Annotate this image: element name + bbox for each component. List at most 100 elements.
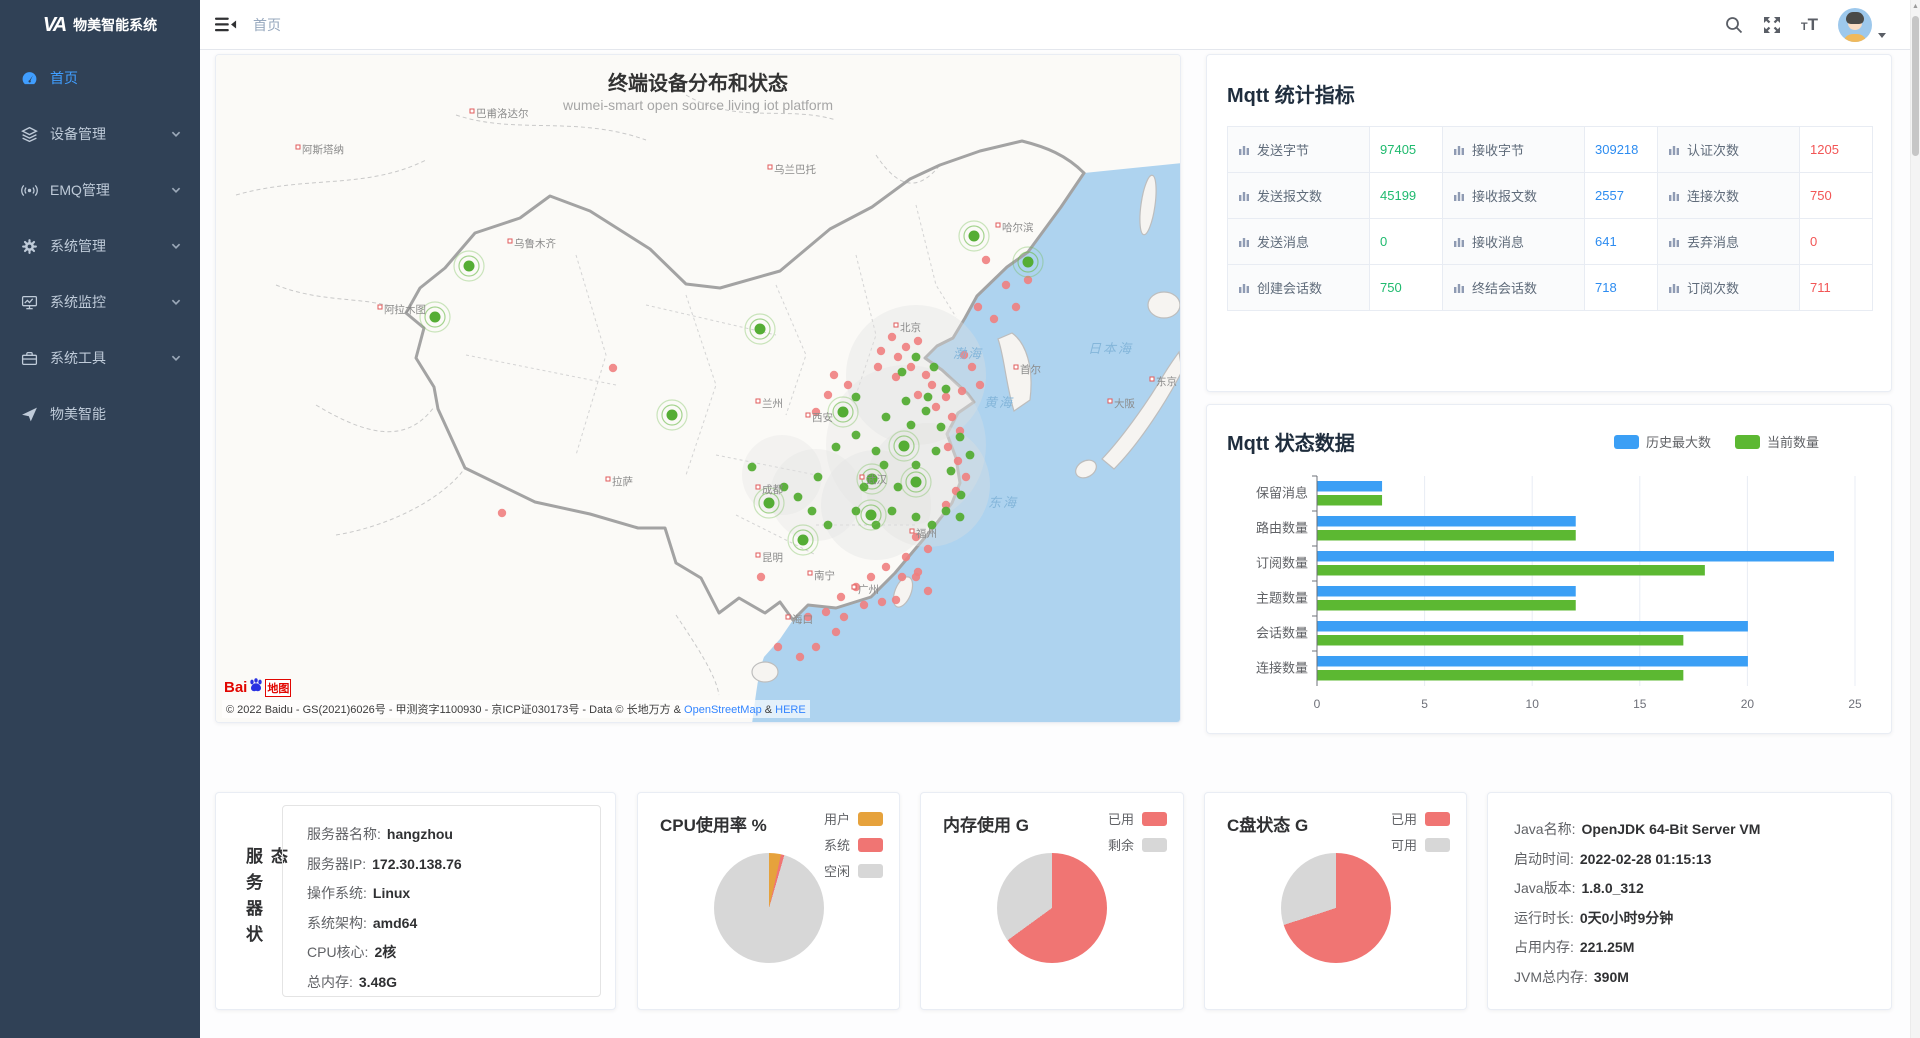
bar-chart-icon <box>1669 283 1679 293</box>
java-info-card: Java名称: OpenJDK 64-Bit Server VM 启动时间: 202… <box>1487 792 1892 1010</box>
chart-legend: 历史最大数 当前数量 <box>1613 432 1819 451</box>
memory-usage-card: 内存使用 G 已用 剩余 <box>920 792 1184 1010</box>
info-value: 0天0小时9分钟 <box>1579 909 1674 926</box>
list-item: 系统架构: amd64 <box>307 909 600 939</box>
chevron-down-icon <box>171 299 181 305</box>
avatar[interactable] <box>1838 7 1872 42</box>
info-value: 390M <box>1593 968 1629 985</box>
info-label: 操作系统: <box>307 885 367 901</box>
pie-title: CPU使用率 % <box>660 816 767 835</box>
legend-swatch <box>858 811 883 826</box>
sidebar: VA 物美智能系统 首页 设备管理 EMQ管理 系统管理 系统监控 <box>0 0 200 1038</box>
sidebar-item-wumei-smart[interactable]: 物美智能 <box>0 386 200 442</box>
main-content: 巴甫洛达尔 阿斯塔纳 乌兰巴托 哈尔滨 乌鲁木齐 阿拉木图 北京 首尔 兰州 西安 东京 大阪 成都 拉萨… <box>200 50 1920 1038</box>
info-value: 1.8.0_312 <box>1581 880 1644 896</box>
list-item: 操作系统: Linux <box>307 879 600 909</box>
bar-chart-icon <box>1454 237 1464 247</box>
svg-text:昆明: 昆明 <box>762 552 783 564</box>
sidebar-item-label: 系统管理 <box>50 238 106 254</box>
legend-label: 已用 <box>1390 812 1417 827</box>
sidebar-item-system-mgmt[interactable]: 系统管理 <box>0 218 200 274</box>
font-size-icon[interactable]: TT <box>1800 15 1818 34</box>
stat-label: 接收字节 <box>1472 143 1525 158</box>
legend-item-free[interactable]: 剩余 <box>1108 835 1167 854</box>
stat-value: 718 <box>1584 264 1658 311</box>
stat-label: 认证次数 <box>1687 143 1740 158</box>
svg-text:乌兰巴托: 乌兰巴托 <box>774 163 816 176</box>
page-scrollbar[interactable]: ▲ <box>1910 0 1920 1038</box>
legend-swatch <box>1142 837 1167 852</box>
fullscreen-icon[interactable] <box>1763 16 1781 34</box>
chevron-down-icon <box>171 243 181 249</box>
sidebar-item-emq-mgmt[interactable]: EMQ管理 <box>0 162 200 218</box>
list-item: 服务器名称: hangzhou <box>307 820 600 850</box>
svg-text:保留消息: 保留消息 <box>1256 486 1308 501</box>
scrollbar-thumb[interactable] <box>1912 16 1919 156</box>
search-icon[interactable] <box>1725 16 1743 34</box>
chevron-down-icon <box>171 187 181 193</box>
server-info-box: 服务器名称: hangzhou 服务器IP: 172.30.138.76 操作系统:… <box>282 805 601 997</box>
legend-label: 已用 <box>1107 812 1134 827</box>
user-menu[interactable] <box>1838 7 1886 42</box>
svg-text:西安: 西安 <box>812 411 833 424</box>
svg-text:东海: 东海 <box>988 495 1018 510</box>
legend-item-available[interactable]: 可用 <box>1391 835 1450 854</box>
memory-pie-chart <box>997 853 1107 963</box>
bar-chart-icon <box>1454 191 1464 201</box>
app-logo[interactable]: VA 物美智能系统 <box>0 0 200 50</box>
app-title: 物美智能系统 <box>73 17 158 33</box>
sidebar-toggle-icon[interactable] <box>215 16 237 33</box>
svg-text:会话数量: 会话数量 <box>1256 626 1308 641</box>
sidebar-item-home[interactable]: 首页 <box>0 50 200 106</box>
legend-label: 可用 <box>1390 838 1417 853</box>
stat-label: 订阅次数 <box>1687 281 1740 296</box>
sidebar-item-system-monitor[interactable]: 系统监控 <box>0 274 200 330</box>
svg-text:0: 0 <box>1314 697 1321 711</box>
province-borders <box>465 204 957 556</box>
svg-text:15: 15 <box>1633 697 1647 711</box>
signal-icon <box>20 181 38 199</box>
bar-chart-icon <box>1669 237 1679 247</box>
svg-text:首尔: 首尔 <box>1020 363 1041 376</box>
svg-text:福州: 福州 <box>916 527 937 540</box>
osm-link[interactable]: OpenStreetMap <box>684 704 762 716</box>
sea-area <box>752 163 1180 722</box>
legend-swatch <box>858 863 883 878</box>
stat-value: 0 <box>1799 218 1873 265</box>
legend-item-idle[interactable]: 空闲 <box>824 861 883 880</box>
bar-chart-icon <box>1669 191 1679 201</box>
svg-text:阿拉木图: 阿拉木图 <box>384 303 426 316</box>
svg-text:广州: 广州 <box>858 584 879 596</box>
info-value: 2022-02-28 01:15:13 <box>1579 850 1712 867</box>
legend-item-current[interactable]: 当前数量 <box>1734 432 1819 451</box>
svg-text:订阅数量: 订阅数量 <box>1256 556 1308 571</box>
stat-value: 641 <box>1584 218 1658 265</box>
legend-item-history-max[interactable]: 历史最大数 <box>1613 432 1711 451</box>
bar-chart-icon <box>1669 145 1679 155</box>
device-map-card[interactable]: 巴甫洛达尔 阿斯塔纳 乌兰巴托 哈尔滨 乌鲁木齐 阿拉木图 北京 首尔 兰州 西安 东京 大阪 成都 拉萨… <box>215 54 1181 723</box>
bar-chart-icon <box>1239 145 1249 155</box>
sidebar-item-device-mgmt[interactable]: 设备管理 <box>0 106 200 162</box>
scrollbar-up-arrow[interactable]: ▲ <box>1912 3 1919 10</box>
pie-title: C盘状态 G <box>1227 816 1309 835</box>
legend-item-used[interactable]: 已用 <box>1391 809 1450 828</box>
pie-legend: 用户 系统 空闲 <box>824 809 883 887</box>
info-label: 运行时长: <box>1514 909 1574 926</box>
legend-label: 用户 <box>823 812 850 827</box>
svg-text:10: 10 <box>1526 697 1540 711</box>
server-status-card: 服务器状态 服务器名称: hangzhou 服务器IP: 172.30.138.76… <box>215 792 616 1010</box>
mqtt-stats-table: 发送字节 97405 接收字节 309218 认证次数 1205 发送报文数 4… <box>1227 126 1873 311</box>
legend-item-used[interactable]: 已用 <box>1108 809 1167 828</box>
svg-text:5: 5 <box>1421 697 1428 711</box>
svg-text:渤海: 渤海 <box>953 346 983 361</box>
bar-chart-icon <box>1239 237 1249 247</box>
list-item: 占用内存: 221.25M <box>1514 933 1891 963</box>
breadcrumb[interactable]: 首页 <box>253 16 281 33</box>
legend-item-system[interactable]: 系统 <box>824 835 883 854</box>
here-link[interactable]: HERE <box>775 704 806 716</box>
legend-item-user[interactable]: 用户 <box>824 809 883 828</box>
sidebar-item-label: 设备管理 <box>50 126 106 142</box>
sidebar-item-system-tools[interactable]: 系统工具 <box>0 330 200 386</box>
mqtt-stats-card: Mqtt 统计指标 发送字节 97405 接收字节 309218 认证次数 12… <box>1206 54 1892 392</box>
